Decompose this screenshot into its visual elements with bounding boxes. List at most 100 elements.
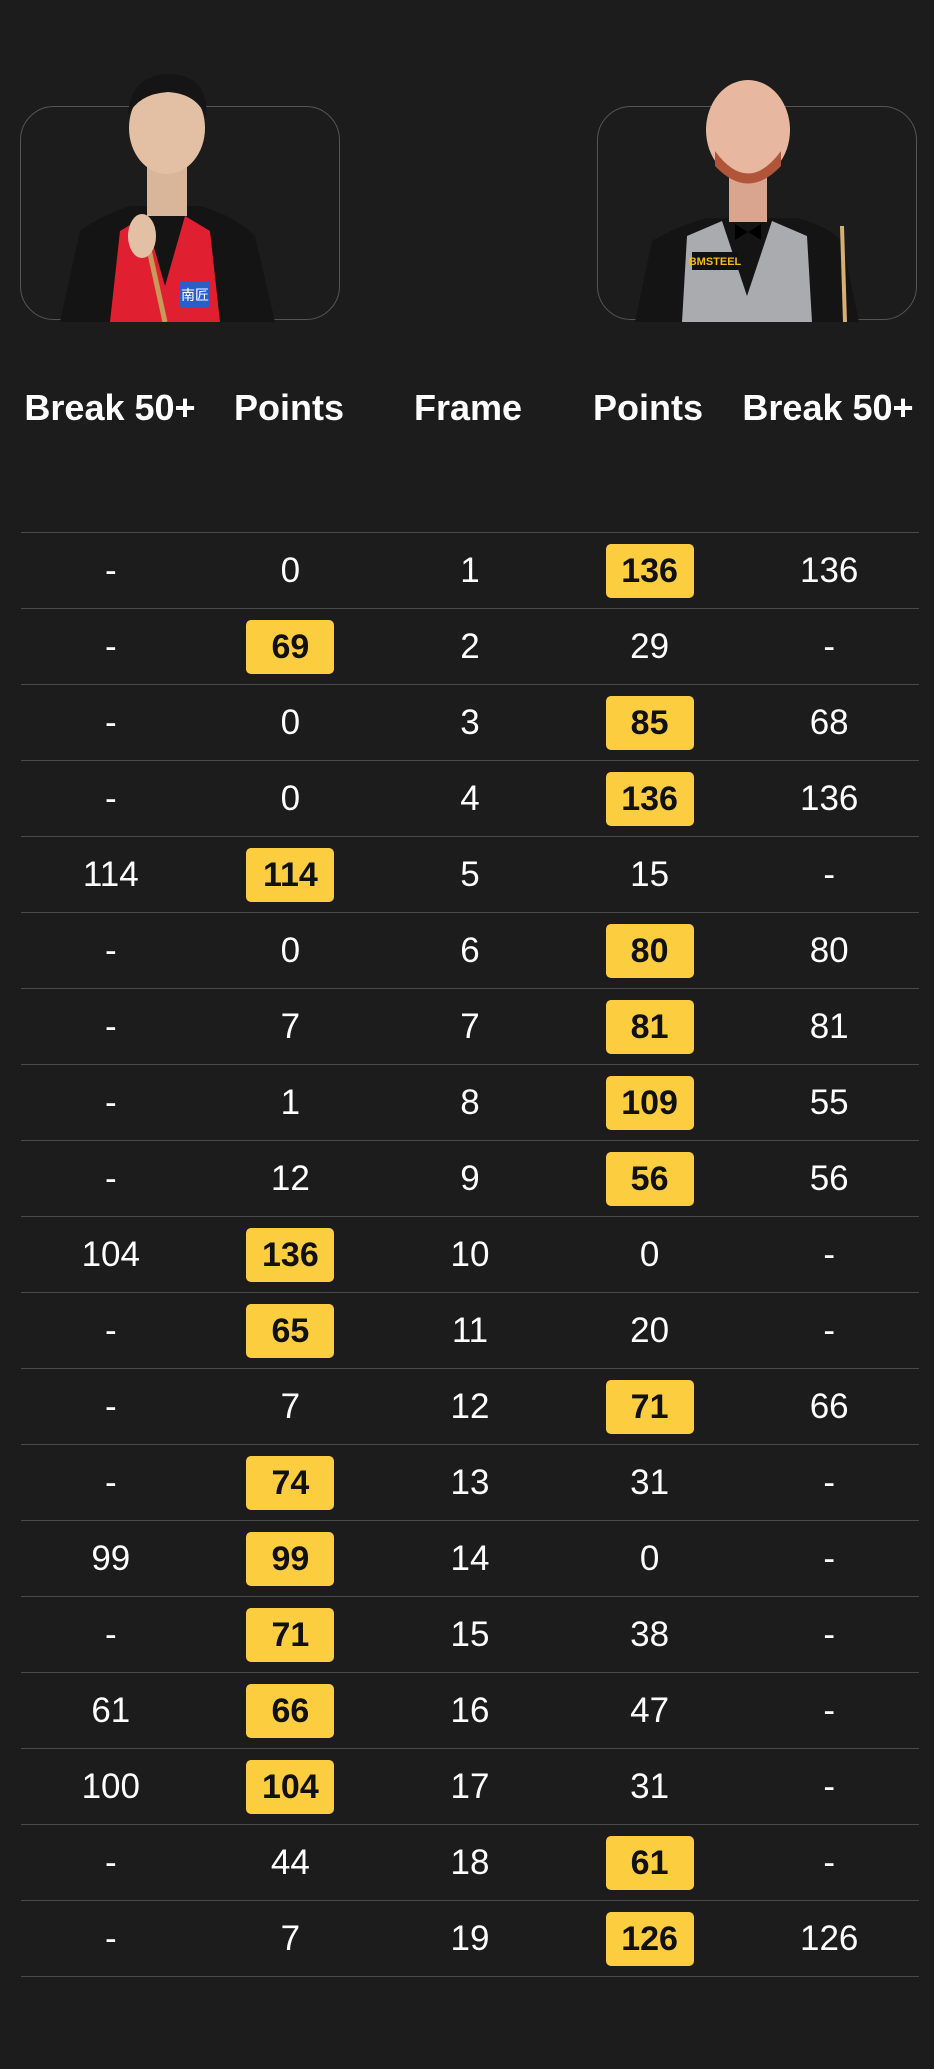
frame-number: 5 [460,854,480,894]
right-break: - [823,1234,836,1274]
right-points-winner-badge: 109 [605,1075,694,1130]
frame-number-cell: 3 [380,684,560,761]
frame-number: 10 [450,1234,490,1274]
left-points: 44 [270,1842,310,1882]
left-break: - [104,1082,117,1122]
left-points-winner-badge: 66 [246,1683,335,1738]
header-left-break: Break 50+ [24,387,196,428]
left-break-cell: 114 [21,836,201,913]
frame-number-cell: 6 [380,912,560,989]
left-break: - [104,778,117,818]
left-points-winner-badge: 71 [246,1607,335,1662]
right-points-cell: 0 [559,1216,740,1293]
right-points-cell: 15 [559,836,740,913]
right-points-cell: 81 [559,988,740,1065]
right-points-winner-badge: 136 [605,543,694,598]
right-points-cell: 61 [559,1824,740,1901]
right-break-cell: - [739,1672,919,1749]
right-break-cell: 126 [739,1900,919,1977]
right-break: 56 [809,1158,849,1198]
left-points: 7 [280,1918,301,1958]
frame-number: 19 [450,1918,490,1958]
left-break-cell: - [21,760,201,837]
left-break-cell: - [21,1140,201,1217]
frame-number-cell: 13 [380,1444,560,1521]
left-break: - [104,1842,117,1882]
frame-number-cell: 9 [380,1140,560,1217]
left-break: - [104,1006,117,1046]
right-points-cell: 38 [559,1596,740,1673]
frame-number-cell: 18 [380,1824,560,1901]
left-break: - [104,1386,117,1426]
header-frame: Frame [413,387,523,428]
left-points-cell: 104 [200,1748,381,1825]
left-points-cell: 7 [200,988,381,1065]
player-right-portrait: BMSTEEL [635,80,859,322]
right-break: - [823,1462,836,1502]
right-points: 29 [630,626,670,666]
right-points-cell: 109 [559,1064,740,1141]
frame-number-cell: 1 [380,532,560,609]
table-row: - 7 12 71 66 [21,1368,919,1445]
left-points-cell: 0 [200,760,381,837]
frame-number-cell: 17 [380,1748,560,1825]
frame-number: 2 [460,626,480,666]
right-points-winner-badge: 80 [605,923,694,978]
right-points: 20 [630,1310,670,1350]
right-break-cell: - [739,1520,919,1597]
left-break: - [104,930,117,970]
left-break: - [104,550,117,590]
right-break-cell: 80 [739,912,919,989]
right-break-cell: - [739,1748,919,1825]
frame-number: 9 [460,1158,480,1198]
right-break: - [823,1766,836,1806]
left-points: 0 [280,778,301,818]
left-break-cell: 61 [21,1672,201,1749]
frame-scores-table: -0 1 136 136-69 2 29- -0 3 85 68-0 4 136 136 114 114 5 1… [21,532,919,1977]
right-break: - [823,1310,836,1350]
frame-number-cell: 11 [380,1292,560,1369]
left-break-cell: - [21,1064,201,1141]
right-points-cell: 29 [559,608,740,685]
left-break-cell: - [21,1900,201,1977]
left-points-cell: 65 [200,1292,381,1369]
table-row: - 7 19 126 126 [21,1900,919,1977]
right-break-cell: 68 [739,684,919,761]
left-break: 104 [81,1234,140,1274]
right-points-winner-badge: 126 [605,1911,694,1966]
table-row: - 0 1 136 136 [21,532,919,609]
left-points: 0 [280,702,301,742]
left-points-winner-badge: 99 [246,1531,335,1586]
right-break: - [823,1690,836,1730]
left-break: - [104,1614,117,1654]
frame-number-cell: 2 [380,608,560,685]
player-left-photo: 南匠 [20,56,342,322]
frame-number: 8 [460,1082,480,1122]
frame-number-cell: 10 [380,1216,560,1293]
left-points-cell: 12 [200,1140,381,1217]
frame-number-cell: 15 [380,1596,560,1673]
frame-number-cell: 16 [380,1672,560,1749]
left-break: 99 [91,1538,131,1578]
right-break: 136 [799,550,859,590]
left-points: 0 [280,930,301,970]
frame-number-cell: 7 [380,988,560,1065]
left-break: - [104,1158,117,1198]
left-break-cell: - [21,684,201,761]
left-break-cell: - [21,608,201,685]
right-break: 136 [799,778,859,818]
left-points: 0 [280,550,301,590]
frame-number: 16 [450,1690,490,1730]
left-break: - [104,702,117,742]
right-points-winner-badge: 71 [605,1379,694,1434]
right-break-cell: - [739,1596,919,1673]
left-points-cell: 44 [200,1824,381,1901]
right-points-cell: 20 [559,1292,740,1369]
right-points-cell: 56 [559,1140,740,1217]
right-points-cell: 31 [559,1444,740,1521]
frame-number: 11 [451,1310,489,1350]
right-break: 126 [799,1918,859,1958]
header-right-break: Break 50+ [742,387,914,428]
player-right-photo: BMSTEEL [597,56,919,322]
left-break-cell: - [21,1444,201,1521]
